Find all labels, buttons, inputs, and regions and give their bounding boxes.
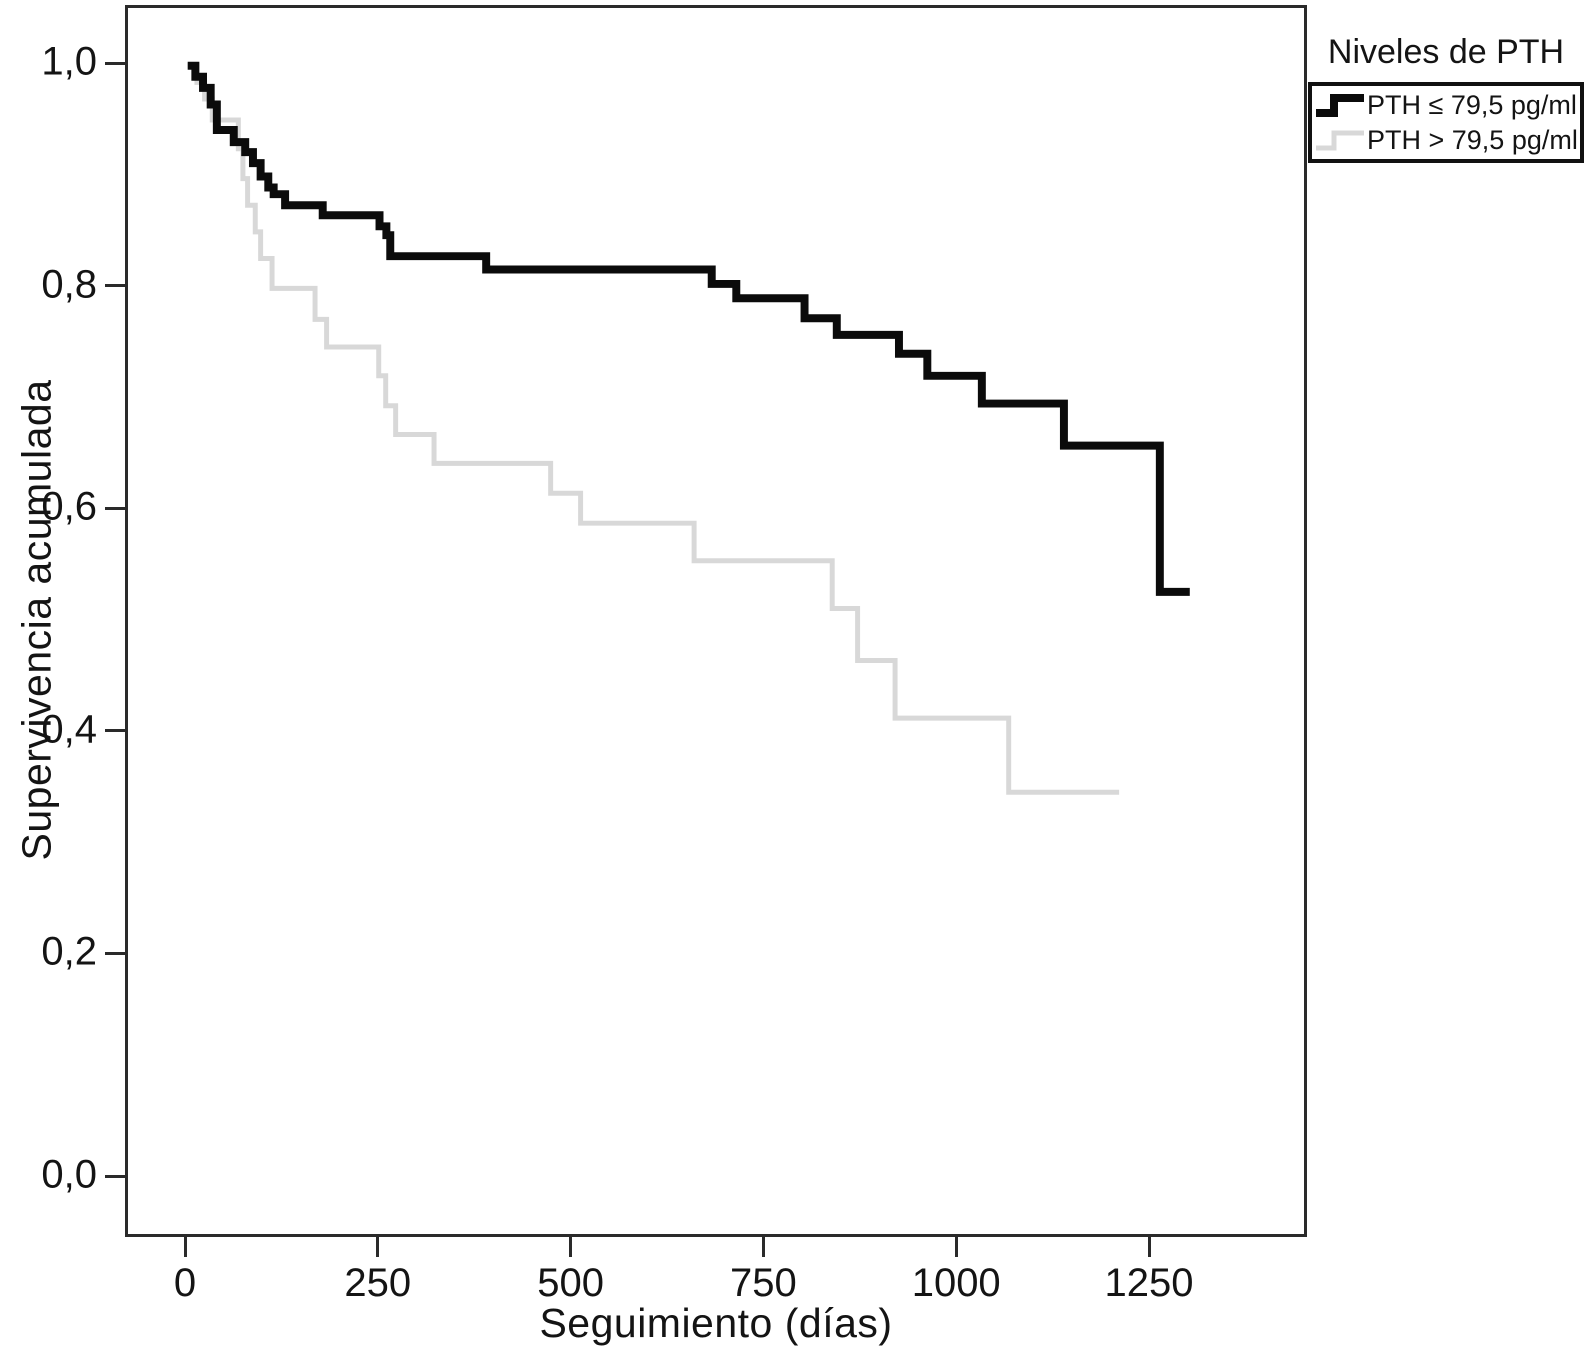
y-tick-mark <box>105 284 125 288</box>
legend-entry-pth-low: PTH ≤ 79,5 pg/ml <box>1314 88 1580 122</box>
y-tick-mark <box>105 61 125 65</box>
y-tick-label: 1,0 <box>41 39 97 84</box>
legend-entry-pth-high: PTH > 79,5 pg/ml <box>1314 123 1580 157</box>
y-tick-label: 0,0 <box>41 1152 97 1197</box>
gray-step-line-icon <box>1316 130 1364 151</box>
y-tick-label: 0,8 <box>41 261 97 306</box>
y-tick-label: 0,6 <box>41 484 97 529</box>
x-tick-label: 750 <box>730 1261 797 1305</box>
y-tick-label: 0,4 <box>41 707 97 752</box>
y-tick-mark <box>105 1174 125 1178</box>
x-tick-label: 0 <box>173 1261 197 1305</box>
survival-curves-svg <box>187 61 1190 795</box>
y-tick-mark <box>105 729 125 733</box>
x-tick-mark <box>954 1237 958 1257</box>
y-tick-mark <box>105 951 125 955</box>
x-tick-label: 1000 <box>911 1261 1001 1305</box>
x-tick-mark <box>183 1237 187 1257</box>
x-tick-mark <box>376 1237 380 1257</box>
x-tick-mark <box>569 1237 573 1257</box>
survival-curve-pth-low <box>187 61 1190 596</box>
y-tick-label: 0,2 <box>41 929 97 974</box>
x-tick-label: 250 <box>344 1261 412 1305</box>
plot-area <box>125 5 1307 1237</box>
survival-curve-pth-high <box>187 63 1120 795</box>
x-tick-label: 1250 <box>1104 1261 1194 1305</box>
black-step-line-icon <box>1316 94 1364 117</box>
legend-box: PTH ≤ 79,5 pg/ml PTH > 79,5 pg/ml <box>1308 82 1584 163</box>
y-axis-title: Supervivencia acumulada <box>13 379 60 861</box>
x-tick-mark <box>761 1237 765 1257</box>
y-tick-mark <box>105 506 125 510</box>
x-tick-label: 500 <box>537 1261 604 1305</box>
x-axis-title: Seguimiento (días) <box>539 1300 893 1346</box>
legend-label: PTH ≤ 79,5 pg/ml <box>1367 89 1577 120</box>
legend-label: PTH > 79,5 pg/ml <box>1367 124 1578 155</box>
x-tick-mark <box>1147 1237 1151 1257</box>
legend-title: Niveles de PTH <box>1327 33 1565 71</box>
